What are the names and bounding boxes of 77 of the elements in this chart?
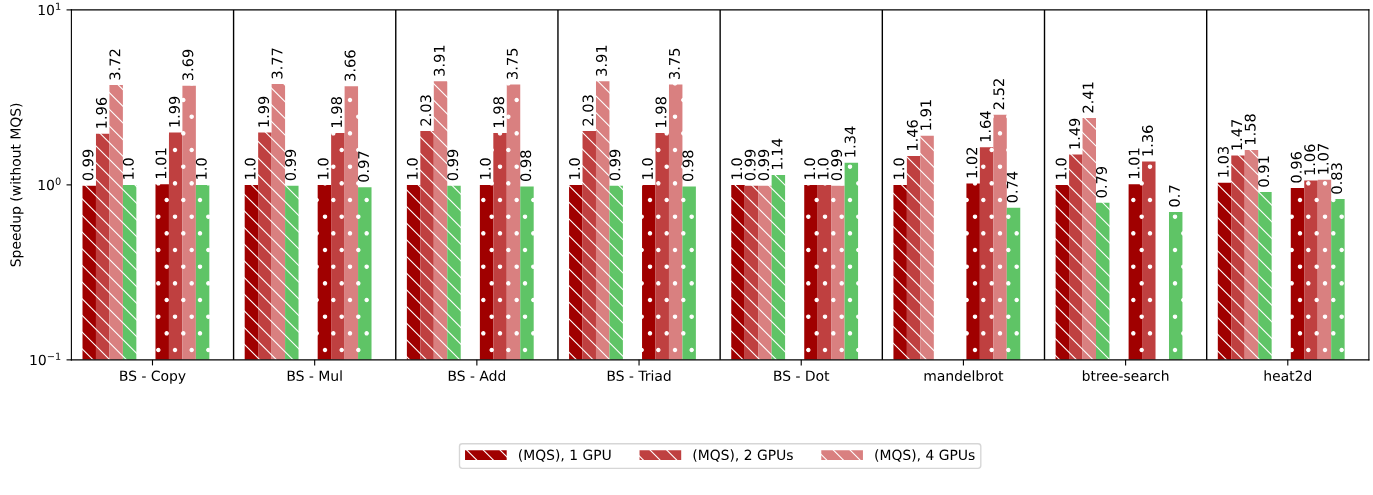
- data-label: 1.47: [1231, 119, 1243, 150]
- data-label: 2.03: [420, 95, 432, 126]
- data-label: 0.99: [447, 149, 459, 181]
- data-label: 1.0: [817, 158, 829, 179]
- data-label: 3.75: [668, 48, 680, 79]
- data-label: 1.03: [1217, 146, 1229, 177]
- data-label: 0.97: [357, 151, 370, 182]
- legend-label: (MQS), 4 GPUs: [875, 449, 975, 462]
- data-label: 1.06: [1304, 144, 1316, 175]
- data-label: 0.99: [609, 149, 621, 181]
- data-label: 2.52: [993, 79, 1005, 110]
- x-tick-label: heat2d: [1264, 370, 1311, 382]
- legend-label: (MQS), 2 GPUs: [693, 449, 793, 462]
- data-label: 1.0: [479, 158, 491, 179]
- x-tick-label: BS - Dot: [774, 370, 830, 382]
- data-label: 0.98: [520, 150, 532, 182]
- data-label: 3.91: [595, 45, 607, 76]
- data-label: 3.77: [271, 48, 283, 79]
- data-label: 0.99: [758, 149, 770, 181]
- data-label: 1.0: [406, 158, 418, 179]
- data-label: 1.0: [122, 158, 134, 179]
- data-label: 3.66: [344, 50, 356, 81]
- data-label: 1.34: [844, 126, 856, 157]
- y-tick-label: 10$^{1}$: [38, 2, 61, 16]
- data-label: 1.0: [195, 158, 207, 179]
- data-label: 1.02: [966, 147, 978, 178]
- x-tick-label: BS - Mul: [287, 370, 342, 382]
- data-label: 1.0: [317, 158, 329, 179]
- data-label: 0.98: [682, 150, 694, 182]
- x-tick-label: BS - Triad: [607, 370, 671, 382]
- data-label: 3.69: [182, 49, 194, 81]
- y-axis-title: Speedup (without MQS): [10, 103, 24, 267]
- y-tick-label: 10$^{0}$: [38, 177, 61, 191]
- data-label: 2.03: [582, 95, 594, 126]
- data-label: 2.41: [1082, 82, 1094, 113]
- data-label: 1.0: [1055, 158, 1067, 179]
- data-label: 0.7: [1168, 185, 1180, 207]
- data-label: 0.74: [1006, 171, 1018, 203]
- data-label: 1.98: [493, 97, 505, 127]
- x-tick-label: btree-search: [1082, 370, 1169, 382]
- data-label: 3.91: [433, 45, 445, 76]
- data-label: 0.96: [1290, 152, 1302, 183]
- data-label: 1.14: [771, 138, 783, 169]
- data-label: 1.64: [979, 111, 991, 142]
- data-label: 0.83: [1331, 163, 1343, 194]
- data-label: 0.91: [1258, 156, 1270, 187]
- data-label: 1.0: [804, 158, 816, 179]
- data-label: 1.91: [920, 100, 932, 130]
- data-label: 1.98: [655, 97, 667, 127]
- x-tick-label: BS - Copy: [120, 370, 186, 384]
- data-label: 1.46: [906, 120, 918, 151]
- data-label: 1.98: [331, 97, 343, 127]
- data-label: 1.96: [95, 97, 107, 128]
- data-label: 1.0: [568, 158, 581, 179]
- data-label: 1.01: [155, 148, 167, 179]
- data-label: 1.0: [893, 158, 905, 179]
- data-label: 0.99: [831, 149, 843, 181]
- data-label: 0.99: [744, 149, 756, 181]
- data-label: 1.01: [1128, 148, 1140, 179]
- data-label: 3.72: [109, 49, 121, 80]
- data-label: 0.99: [285, 149, 297, 181]
- data-label: 1.58: [1244, 114, 1256, 145]
- data-label: 1.99: [168, 96, 180, 127]
- data-label: 1.99: [258, 96, 270, 127]
- data-label: 1.0: [731, 158, 743, 179]
- x-tick-label: mandelbrot: [924, 370, 1004, 382]
- y-tick-label: 10$^{−1}$: [30, 352, 61, 366]
- data-label: 0.99: [82, 149, 94, 181]
- x-tick-label: BS - Add: [448, 370, 506, 382]
- data-label: 1.07: [1317, 144, 1329, 174]
- data-label: 1.36: [1142, 125, 1154, 156]
- data-label: 1.49: [1069, 118, 1081, 149]
- data-label: 1.0: [641, 158, 654, 179]
- data-label: 0.79: [1095, 166, 1107, 198]
- data-label: 1.0: [244, 158, 256, 179]
- data-label: 3.75: [506, 48, 518, 79]
- legend-label: (MQS), 1 GPU: [519, 449, 611, 462]
